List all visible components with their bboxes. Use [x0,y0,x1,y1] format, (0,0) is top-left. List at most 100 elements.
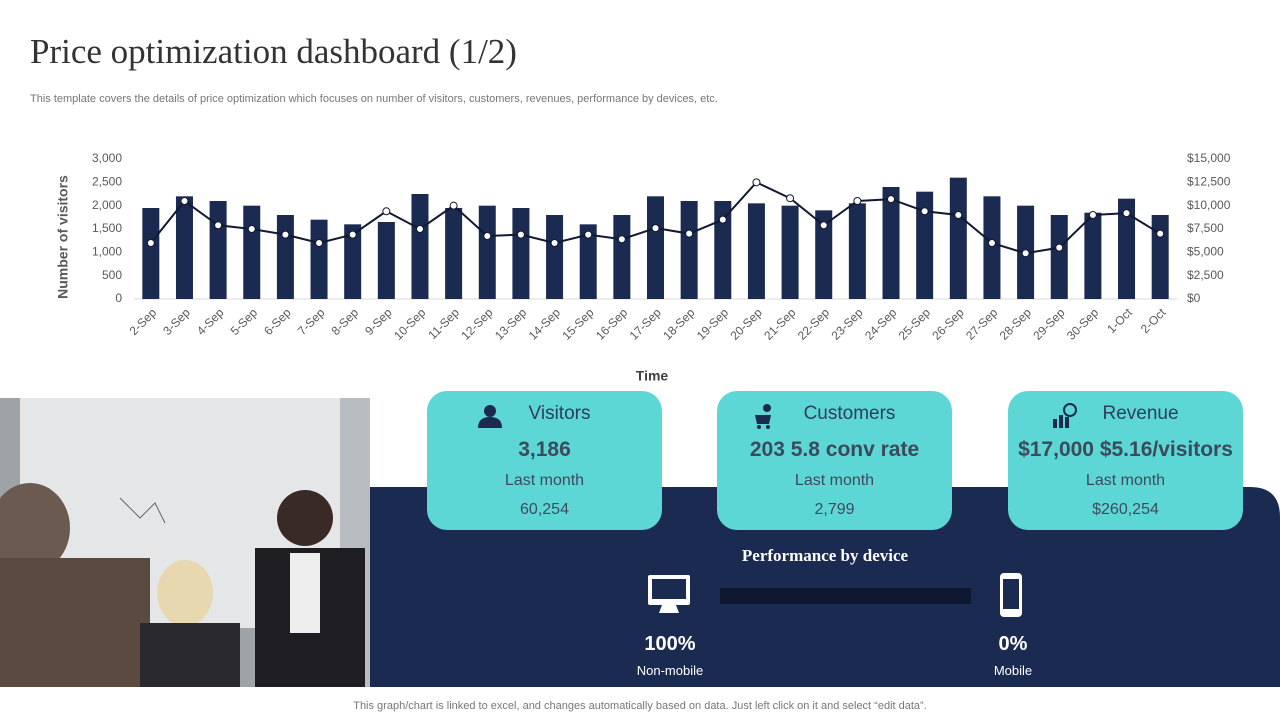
x-tick-label: 11-Sep [425,305,462,342]
bar [815,210,833,299]
bar [142,208,160,299]
bar [377,222,395,299]
x-tick-label: 13-Sep [492,305,529,342]
icon [755,404,771,429]
y2-tick-label: $15,000 [1187,151,1231,165]
line-marker [180,197,189,205]
icon [1053,403,1077,428]
card-period: Last month [504,472,585,489]
y2-tick-label: $7,500 [1187,221,1224,235]
bar [579,224,597,299]
x-tick-label: 27-Sep [963,305,1000,342]
line-marker [214,221,223,230]
icon [478,405,502,428]
card: Customers 203 5.8 conv rate Last month 2… [717,391,952,530]
line-marker [887,195,896,204]
mobile-value: 0% [998,633,1028,655]
non-mobile-label: Non-mobile [636,663,704,678]
title: Price optimization dashboard (1/2) [30,32,517,71]
y2-tick-label: $5,000 [1187,245,1224,259]
non-mobile-value: 100% [644,633,696,655]
bar [983,196,1001,299]
card-value: $17,000 $5.16/visitors [1018,438,1233,461]
line-marker [718,215,727,224]
line-marker [516,230,525,239]
line-marker [1088,211,1097,219]
y-tick-label: 1,500 [92,221,122,235]
x-tick-label: 2-Oct [1138,305,1169,336]
bar [512,208,530,299]
line-marker [315,239,324,247]
chart: Number of visitors Time 0 500 1,000 1,500 2,… [55,151,1231,384]
bar [714,201,732,299]
photo [0,398,370,687]
x-tick-label: 22-Sep [795,305,832,342]
line-marker [1122,209,1131,218]
line-marker [247,225,256,233]
card-period: Last month [1085,472,1166,489]
bar [781,205,799,299]
bar [411,194,429,299]
bar [647,196,664,299]
x-tick-label: 21-Sep [761,305,798,342]
card: Revenue $17,000 $5.16/visitors Last mont… [1008,391,1243,530]
subtitle: This template covers the details of pric… [30,93,718,105]
x-tick-label: 28-Sep [997,305,1034,342]
x-tick-label: 4-Sep [194,305,227,338]
bar [680,201,698,299]
x-tick-label: 7-Sep [295,305,328,338]
bar [949,177,967,299]
bar [1084,212,1102,299]
line-marker [786,194,795,203]
x-tick-label: 8-Sep [329,305,362,338]
x-tick-label: 1-Oct [1104,305,1135,336]
x-tick-label: 20-Sep [728,305,765,342]
card-previous: $260,254 [1092,501,1159,518]
bar [243,205,261,299]
bar [916,191,934,299]
line-marker [449,201,458,210]
line-marker [954,211,963,219]
line-marker [1021,249,1030,258]
line-marker [819,221,828,230]
bar [747,203,765,299]
performance-panel [370,487,1280,687]
line-marker [550,239,559,247]
y2-tick-label: $12,500 [1187,175,1231,189]
line-marker [1156,229,1165,238]
y-axis-title: Number of visitors [55,175,71,299]
bar [478,205,496,299]
y-tick-label: 2,500 [92,175,122,189]
x-tick-label: 2-Sep [127,305,160,338]
x-tick-label: 6-Sep [261,305,294,338]
bar [848,203,866,299]
bar [1050,215,1068,299]
footer: This graph/chart is linked to excel, and… [353,700,927,712]
x-tick-label: 15-Sep [559,305,596,342]
line-marker [483,232,492,240]
line-marker [685,229,694,238]
y-tick-label: 0 [115,291,122,305]
y2-tick-label: $10,000 [1187,198,1231,212]
x-tick-label: 18-Sep [660,305,697,342]
card: Visitors 3,186 Last month 60,254 [427,391,662,530]
bar [276,215,294,299]
bar [613,215,631,299]
y-tick-label: 2,000 [92,198,122,212]
line-marker [281,230,290,239]
line-marker [382,207,391,216]
line-marker [1055,243,1064,252]
bar [445,208,463,299]
line-marker [920,207,929,216]
bar [310,219,328,299]
bar [209,201,227,299]
x-tick-label: 3-Sep [160,305,193,338]
x-axis-title: Time [636,368,669,384]
y2-tick-label: $2,500 [1187,268,1224,282]
y2-tick-label: $0 [1187,291,1201,305]
line-marker [987,239,996,247]
bar [1151,215,1169,299]
line-marker [853,197,862,205]
card-value: 203 5.8 conv rate [749,438,920,461]
card-period: Last month [794,472,875,489]
